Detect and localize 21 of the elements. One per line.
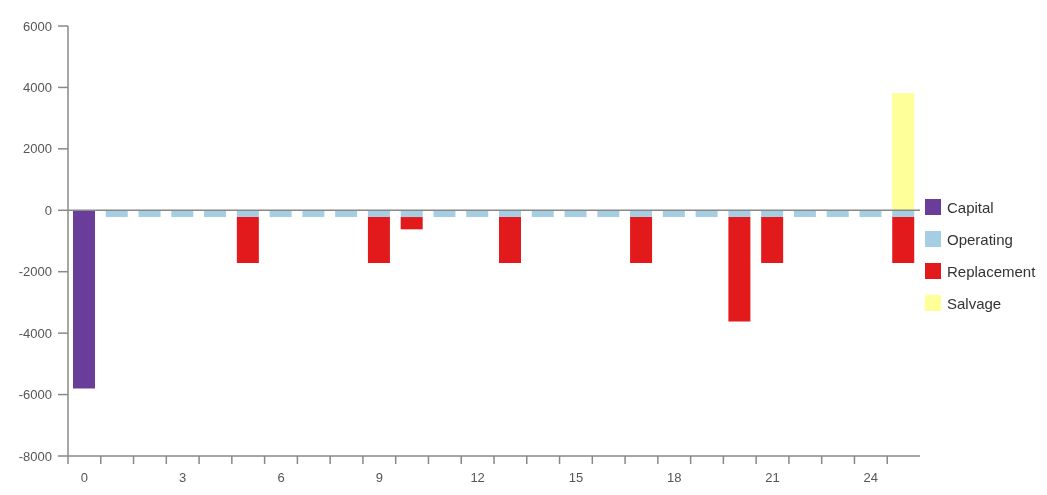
- y-tick-label: -6000: [18, 387, 52, 403]
- legend-label: Operating: [947, 230, 1013, 248]
- legend-label: Salvage: [947, 294, 1002, 312]
- y-tick-label: 4000: [23, 80, 52, 96]
- y-tick-label: -8000: [18, 448, 52, 464]
- x-tick-label: 0: [80, 469, 88, 485]
- y-tick-label: 2000: [23, 141, 52, 157]
- x-tick-label: 9: [375, 469, 383, 485]
- y-tick-label: 0: [44, 202, 52, 218]
- x-tick-label: 12: [470, 469, 485, 485]
- y-tick-label: -4000: [18, 325, 52, 341]
- x-tick-label: 6: [277, 469, 285, 485]
- y-tick-label: 6000: [23, 18, 52, 34]
- x-tick-label: 18: [667, 469, 682, 485]
- x-tick-label: 3: [179, 469, 187, 485]
- x-tick-label: 24: [863, 469, 879, 485]
- x-tick-label: 21: [765, 469, 780, 485]
- legend-label: Replacement: [947, 262, 1036, 280]
- y-tick-label: -2000: [18, 264, 52, 280]
- legend-label: Capital: [947, 198, 994, 216]
- x-tick-label: 15: [568, 469, 584, 485]
